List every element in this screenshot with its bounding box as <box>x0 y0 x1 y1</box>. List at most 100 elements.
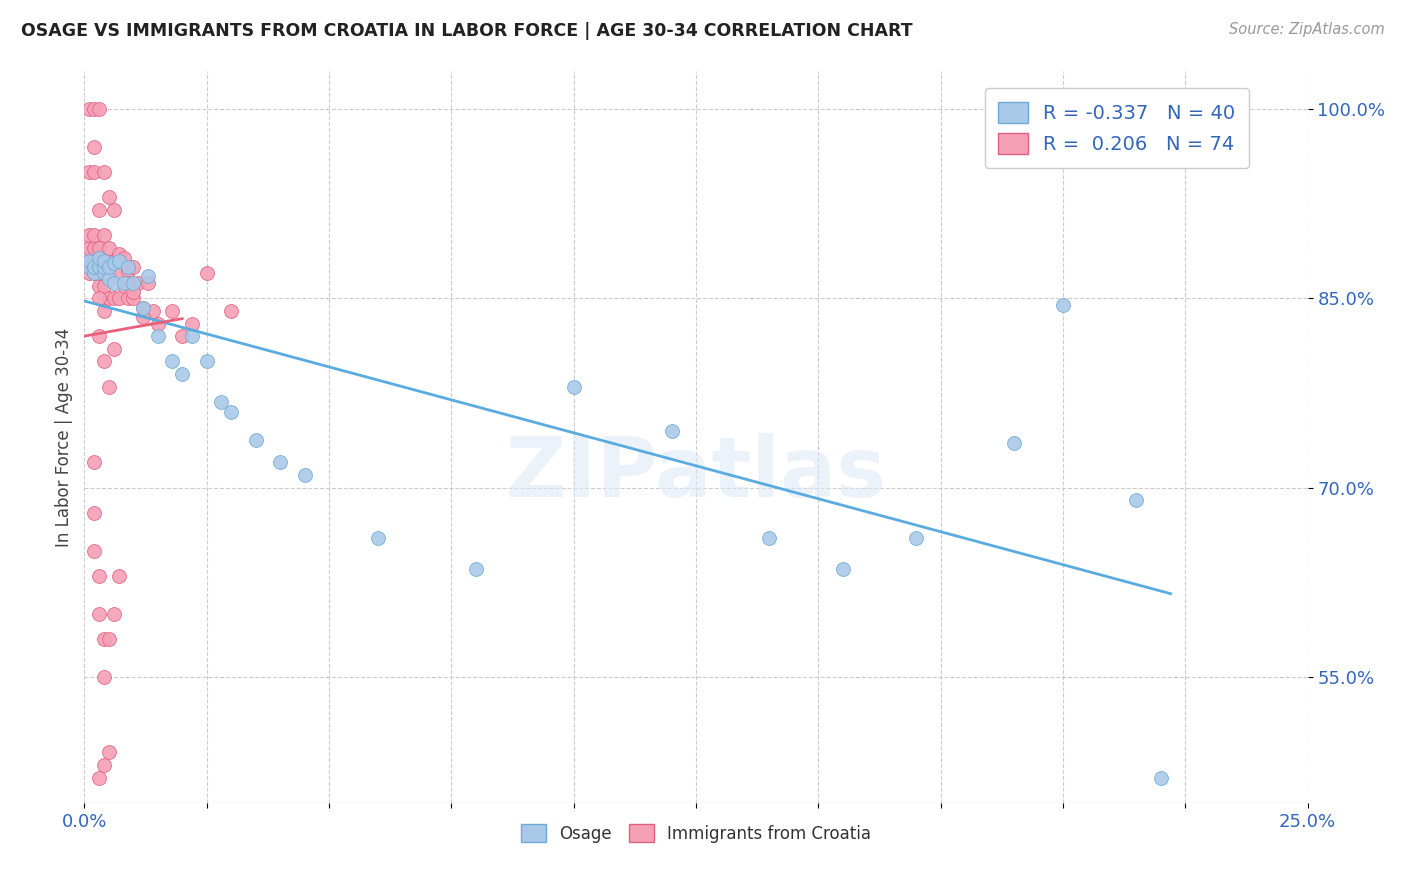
Point <box>83 253 105 268</box>
Point <box>87 569 110 583</box>
Point <box>97 266 120 280</box>
Point <box>87 102 110 116</box>
Point <box>77 102 100 116</box>
Point <box>136 277 159 291</box>
Point <box>162 354 184 368</box>
Point <box>103 256 125 270</box>
Point <box>93 266 115 280</box>
Point <box>93 670 115 684</box>
Point <box>77 253 100 268</box>
Point <box>661 424 683 438</box>
Point <box>117 260 139 274</box>
Point <box>77 165 100 179</box>
Point <box>87 266 110 280</box>
Point <box>107 291 129 305</box>
Point <box>146 329 169 343</box>
Point <box>97 272 120 286</box>
Point <box>93 278 115 293</box>
Point <box>122 260 145 274</box>
Point <box>93 304 115 318</box>
Point <box>97 632 120 646</box>
Y-axis label: In Labor Force | Age 30-34: In Labor Force | Age 30-34 <box>55 327 73 547</box>
Point <box>181 329 204 343</box>
Point <box>97 260 120 274</box>
Point <box>219 304 242 318</box>
Point <box>107 247 129 261</box>
Point <box>195 266 218 280</box>
Point <box>562 379 585 393</box>
Point <box>87 241 110 255</box>
Point <box>103 203 125 218</box>
Point <box>93 253 115 268</box>
Point <box>122 285 145 299</box>
Point <box>83 506 105 520</box>
Point <box>219 405 242 419</box>
Point <box>1002 436 1025 450</box>
Point <box>83 260 105 274</box>
Point <box>905 531 928 545</box>
Point <box>103 253 125 268</box>
Point <box>87 291 110 305</box>
Point <box>93 165 115 179</box>
Point <box>93 260 115 274</box>
Point <box>87 278 110 293</box>
Point <box>367 531 389 545</box>
Point <box>97 291 120 305</box>
Point <box>107 569 129 583</box>
Point <box>181 317 204 331</box>
Point <box>464 562 486 576</box>
Point <box>77 260 100 274</box>
Text: ZIPatlas: ZIPatlas <box>506 434 886 514</box>
Point <box>122 291 145 305</box>
Point <box>122 277 145 291</box>
Point <box>83 543 105 558</box>
Point <box>97 241 120 255</box>
Point <box>83 455 105 469</box>
Point <box>112 251 135 265</box>
Point <box>77 241 100 255</box>
Point <box>172 329 194 343</box>
Point <box>103 277 125 291</box>
Point <box>294 467 316 482</box>
Point <box>103 607 125 621</box>
Point <box>97 190 120 204</box>
Point <box>83 241 105 255</box>
Point <box>117 277 139 291</box>
Point <box>209 394 232 409</box>
Point <box>269 455 291 469</box>
Point <box>107 253 129 268</box>
Point <box>146 317 169 331</box>
Point <box>77 266 100 280</box>
Point <box>117 263 139 277</box>
Point <box>97 745 120 759</box>
Point <box>172 367 194 381</box>
Point <box>245 433 267 447</box>
Point <box>1052 298 1074 312</box>
Point <box>1125 493 1147 508</box>
Point <box>83 266 105 280</box>
Point <box>93 354 115 368</box>
Point <box>132 301 155 316</box>
Point <box>87 251 110 265</box>
Point <box>103 342 125 356</box>
Point <box>87 329 110 343</box>
Point <box>93 228 115 243</box>
Point <box>142 304 165 318</box>
Point <box>162 304 184 318</box>
Point <box>83 228 105 243</box>
Point <box>87 607 110 621</box>
Point <box>77 228 100 243</box>
Point <box>93 266 115 280</box>
Point <box>87 253 110 268</box>
Point <box>1150 771 1173 785</box>
Point <box>132 301 155 316</box>
Point <box>93 253 115 268</box>
Point <box>83 102 105 116</box>
Point <box>77 253 100 268</box>
Point <box>83 266 105 280</box>
Point <box>97 379 120 393</box>
Point <box>83 165 105 179</box>
Legend: Osage, Immigrants from Croatia: Osage, Immigrants from Croatia <box>515 818 877 849</box>
Point <box>136 268 159 283</box>
Point <box>93 632 115 646</box>
